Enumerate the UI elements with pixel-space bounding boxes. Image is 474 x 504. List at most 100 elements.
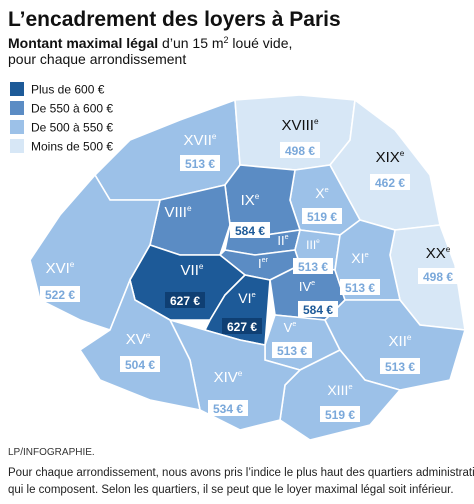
price-label: 534 € [213,402,243,416]
legend-label: Moins de 500 € [31,140,113,154]
district-suffix: e [314,117,319,126]
price-label: 519 € [307,210,337,224]
subtitle-bold: Montant maximal légal [8,35,158,51]
district [93,98,241,201]
legend-label: De 550 à 600 € [31,102,113,116]
legend: Plus de 600 € De 550 à 600 € De 500 à 550 … [10,82,113,154]
district-number: XII [389,333,407,350]
price-box [370,174,410,190]
price-label: 627 € [227,320,257,334]
district-number: X [315,185,325,201]
note: qui le composent. Selon les quartiers, i… [8,484,454,496]
price-box [280,142,320,158]
district-name: IXe [241,192,260,209]
legend-swatch [10,120,24,134]
price-box [340,279,380,295]
district-number: VII [181,262,199,279]
district-suffix: e [292,320,296,328]
legend-swatch [10,139,24,153]
district-number: IX [241,192,255,209]
district-suffix: e [238,369,243,378]
district-number: XIII [327,382,348,398]
district-name: XVIIIe [281,117,319,134]
district-number: V [284,320,293,335]
price-box [272,342,312,358]
district-suffix: e [70,260,75,269]
price-label: 504 € [125,358,155,372]
price-label: 498 € [423,270,453,284]
district-suffix: e [325,185,329,194]
district-name: XIe [351,250,369,266]
price-label: 498 € [285,144,315,158]
district-suffix: e [400,149,405,158]
legend-swatch [10,101,24,115]
credit: LP/INFOGRAPHIE. [8,447,95,458]
price-label: 513 € [277,344,307,358]
price-label: 513 € [345,281,375,295]
district-number: XVI [46,260,70,277]
district-suffix: e [311,279,315,287]
district-suffix: e [348,382,352,391]
district-name: XIIIe [327,382,352,398]
district-number: II [277,233,284,248]
district-suffix: e [199,262,204,271]
district-name: Ier [258,256,269,271]
district-number: VI [238,290,251,306]
price-box [302,208,342,224]
district-name: XVe [126,331,151,348]
district-name: VIe [238,290,256,306]
price-label: 584 € [303,303,333,317]
district-suffix: e [255,192,260,201]
district-number: XX [426,245,446,262]
price-label: 513 € [298,260,328,274]
price-label: 519 € [325,408,355,422]
price-box [293,258,333,274]
district-name: IIIe [306,238,320,252]
district-name: XIVe [214,369,243,386]
price-label: 513 € [385,360,415,374]
district-suffix: e [187,204,192,213]
note: Pour chaque arrondissement, nous avons p… [8,467,474,479]
district-suffix: er [262,256,269,264]
district-number: XIX [376,149,400,166]
price-box [230,222,270,238]
district-number: III [306,238,316,252]
subtitle-line: pour chaque arrondissement [8,51,186,67]
price-box [165,292,205,308]
district-suffix: e [364,250,368,259]
district-number: IV [299,279,312,294]
district-name: IVe [299,279,315,294]
price-box [40,286,80,302]
district-suffix: e [146,331,151,340]
district-name: Ve [284,320,297,335]
district-number: XV [126,331,146,348]
price-box [208,400,248,416]
price-box [120,356,160,372]
price-label: 584 € [235,224,265,238]
district-number: I [258,256,262,271]
price-box [222,318,262,334]
legend-swatch [10,82,24,96]
district [78,277,202,412]
subtitle: Montant maximal légal d’un 15 m2 loué vi… [8,35,292,51]
subtitle-text: d’un 15 m [158,35,223,51]
district-number: XIV [214,369,238,386]
district-suffix: e [251,290,255,299]
price-box [418,268,458,284]
district-name: IIe [277,233,288,248]
district-suffix: e [212,132,217,141]
district-number: XVIII [281,117,314,134]
district-number: XI [351,250,364,266]
district-name: XIXe [376,149,405,166]
district-suffix: e [285,233,289,241]
title: L’encadrement des loyers à Paris [8,8,341,31]
district-suffix: e [446,245,451,254]
district-number: XVII [184,132,212,149]
district-name: VIIIe [164,204,192,221]
district-name: XXe [426,245,451,262]
district-name: VIIe [181,262,204,279]
price-label: 513 € [185,157,215,171]
district-name: XIIe [389,333,412,350]
district-name: XVIIe [184,132,217,149]
